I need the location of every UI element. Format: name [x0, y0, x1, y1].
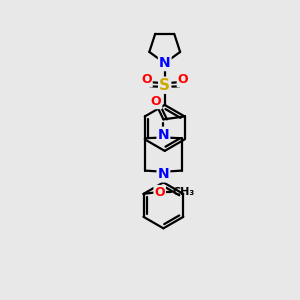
Text: N: N [159, 56, 170, 70]
Text: N: N [158, 128, 169, 142]
Text: CH₃: CH₃ [172, 188, 194, 197]
Text: O: O [154, 186, 165, 199]
Text: O: O [178, 74, 188, 86]
Text: O: O [151, 95, 161, 108]
Text: N: N [158, 167, 169, 182]
Text: S: S [159, 78, 170, 93]
Text: O: O [141, 74, 152, 86]
